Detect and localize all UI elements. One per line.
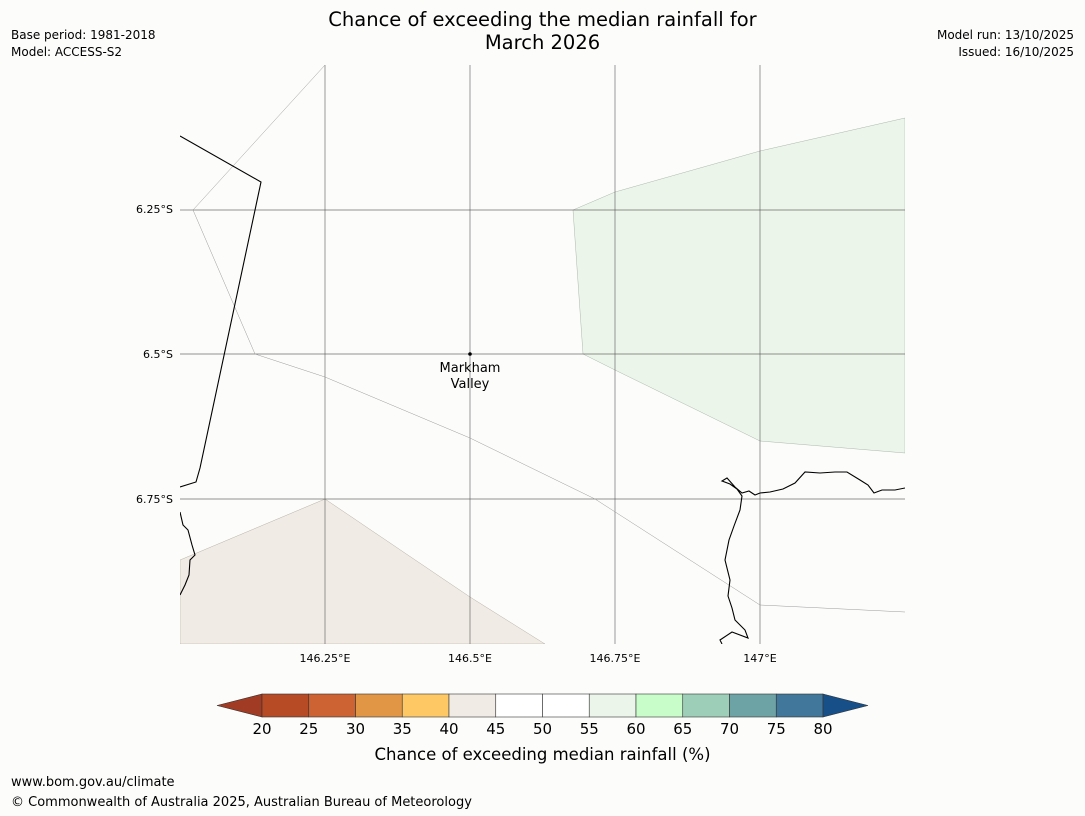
- place-marker: [468, 352, 472, 356]
- coastline: [180, 135, 905, 644]
- colorbar-label: Chance of exceeding median rainfall (%): [374, 745, 711, 764]
- colorbar-bin-70-75: [729, 693, 777, 718]
- markham-valley-marker: [468, 352, 472, 356]
- lat-labels: 6.25°S 6.5°S 6.75°S: [136, 203, 173, 506]
- title-line-2: March 2026: [484, 31, 601, 54]
- footer-url[interactable]: www.bom.gov.au/climate: [11, 775, 175, 790]
- lat-label-1: 6.25°S: [136, 203, 173, 216]
- colorbar-tick-label: 80: [813, 720, 833, 738]
- huon-gulf-coast: [719, 471, 905, 644]
- issued-date: Issued: 16/10/2025: [958, 45, 1074, 59]
- lon-label-4: 147°E: [743, 652, 776, 665]
- west-coast: [180, 511, 196, 596]
- gridlines: [180, 65, 905, 644]
- colorbar-tick-label: 75: [766, 720, 786, 738]
- base-period: Base period: 1981-2018: [11, 28, 156, 42]
- place-label: Markham Valley: [440, 361, 501, 392]
- lon-label-3: 146.75°E: [590, 652, 641, 665]
- province-border: [180, 135, 262, 488]
- colorbar-bin-55-60: [588, 693, 637, 718]
- colorbar-bin-50-55: [542, 693, 590, 718]
- green-region: [572, 117, 905, 454]
- model-name: Model: ACCESS-S2: [11, 45, 123, 59]
- colorbar-ticks: 20 25 30 35 40 45 50 55 60 65 70 75 80: [0, 720, 1085, 740]
- title-line-1: Chance of exceeding the median rainfall …: [328, 8, 757, 31]
- map-plot-area: [180, 65, 905, 644]
- colorbar-extend-low: [216, 693, 263, 718]
- colorbar-tick-label: 20: [252, 720, 272, 738]
- colorbar-bin-40-45: [448, 693, 497, 718]
- colorbar-bin-30-35: [355, 693, 403, 718]
- meta-left: Base period: 1981-2018 Model: ACCESS-S2: [11, 27, 156, 61]
- region-boundaries: [180, 65, 905, 613]
- colorbar-tick-label: 30: [345, 720, 366, 738]
- map-title: Chance of exceeding the median rainfall …: [0, 8, 1085, 54]
- place-name-line-1: Markham: [440, 361, 501, 376]
- colorbar-tick-label: 55: [579, 720, 599, 738]
- lat-label-3: 6.75°S: [136, 493, 173, 506]
- colorbar-bin-25-30: [308, 693, 356, 718]
- lat-label-2: 6.5°S: [143, 348, 173, 361]
- lon-label-2: 146.5°E: [448, 652, 492, 665]
- colorbar-tick-label: 35: [392, 720, 412, 738]
- colorbar-bin-65-70: [682, 693, 730, 718]
- colorbar: [216, 693, 869, 718]
- colorbar-extend-high: [822, 693, 869, 718]
- colorbar-tick-label: 65: [673, 720, 693, 738]
- colorbar-bin-20-25: [261, 693, 310, 718]
- footer-copyright: © Commonwealth of Australia 2025, Austra…: [11, 795, 472, 810]
- colorbar-bin-75-80: [775, 693, 824, 718]
- lon-labels: 146.25°E 146.5°E 146.75°E 147°E: [300, 652, 777, 665]
- colorbar-tick-label: 50: [532, 720, 553, 738]
- tan-region: [180, 498, 546, 644]
- colorbar-tick-label: 45: [486, 720, 506, 738]
- lon-label-1: 146.25°E: [300, 652, 351, 665]
- place-name-line-2: Valley: [451, 377, 490, 392]
- colorbar-bin-45-50: [495, 693, 543, 718]
- colorbar-bin-60-65: [635, 693, 684, 718]
- colorbar-tick-label: 60: [626, 720, 646, 738]
- colorbar-tick-label: 25: [299, 720, 319, 738]
- model-run: Model run: 13/10/2025: [936, 28, 1074, 42]
- colorbar-bin-35-40: [401, 693, 450, 718]
- colorbar-tick-label: 70: [719, 720, 740, 738]
- district-boundary-west: [192, 65, 905, 613]
- meta-right: Model run: 13/10/2025 Issued: 16/10/2025: [937, 27, 1074, 61]
- colorbar-tick-label: 40: [439, 720, 459, 738]
